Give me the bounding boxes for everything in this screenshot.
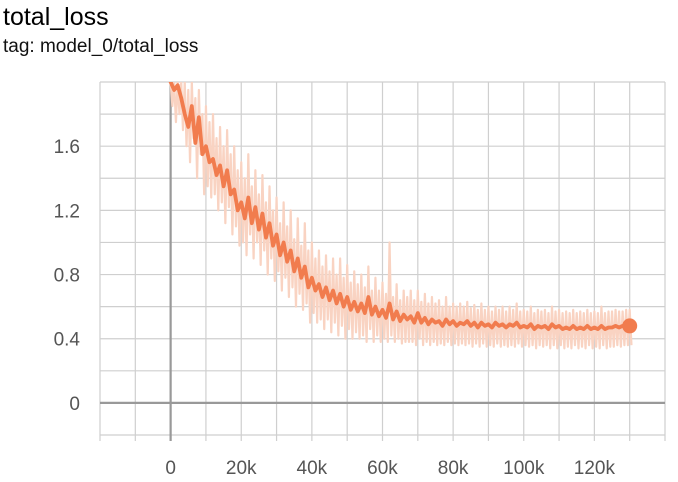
series-layer	[168, 82, 638, 350]
smoothed-series-line	[168, 82, 632, 332]
last-point-marker[interactable]	[622, 318, 638, 334]
tick-labels: 0 0.4 0.8 1.2 1.6 0 20k 40k 60k 80k 100k 120k	[54, 137, 616, 479]
x-tick-label: 100k	[503, 458, 545, 479]
x-tick-label: 60k	[367, 458, 398, 479]
x-tick-label: 120k	[574, 458, 616, 479]
y-tick-label: 0	[69, 394, 80, 415]
x-tick-label: 40k	[297, 458, 328, 479]
y-tick-label: 1.6	[54, 137, 80, 158]
raw-series-line	[169, 82, 633, 350]
chart-title: total_loss	[3, 3, 109, 31]
y-tick-label: 0.8	[54, 266, 80, 287]
x-tick-label: 0	[165, 458, 176, 479]
x-tick-label: 20k	[226, 458, 257, 479]
chart-grid	[99, 81, 666, 441]
y-tick-label: 0.4	[54, 330, 81, 351]
chart-subtitle: tag: model_0/total_loss	[3, 36, 199, 57]
x-tick-label: 80k	[438, 458, 469, 479]
chart-axes	[100, 82, 665, 441]
y-tick-label: 1.2	[54, 201, 80, 222]
